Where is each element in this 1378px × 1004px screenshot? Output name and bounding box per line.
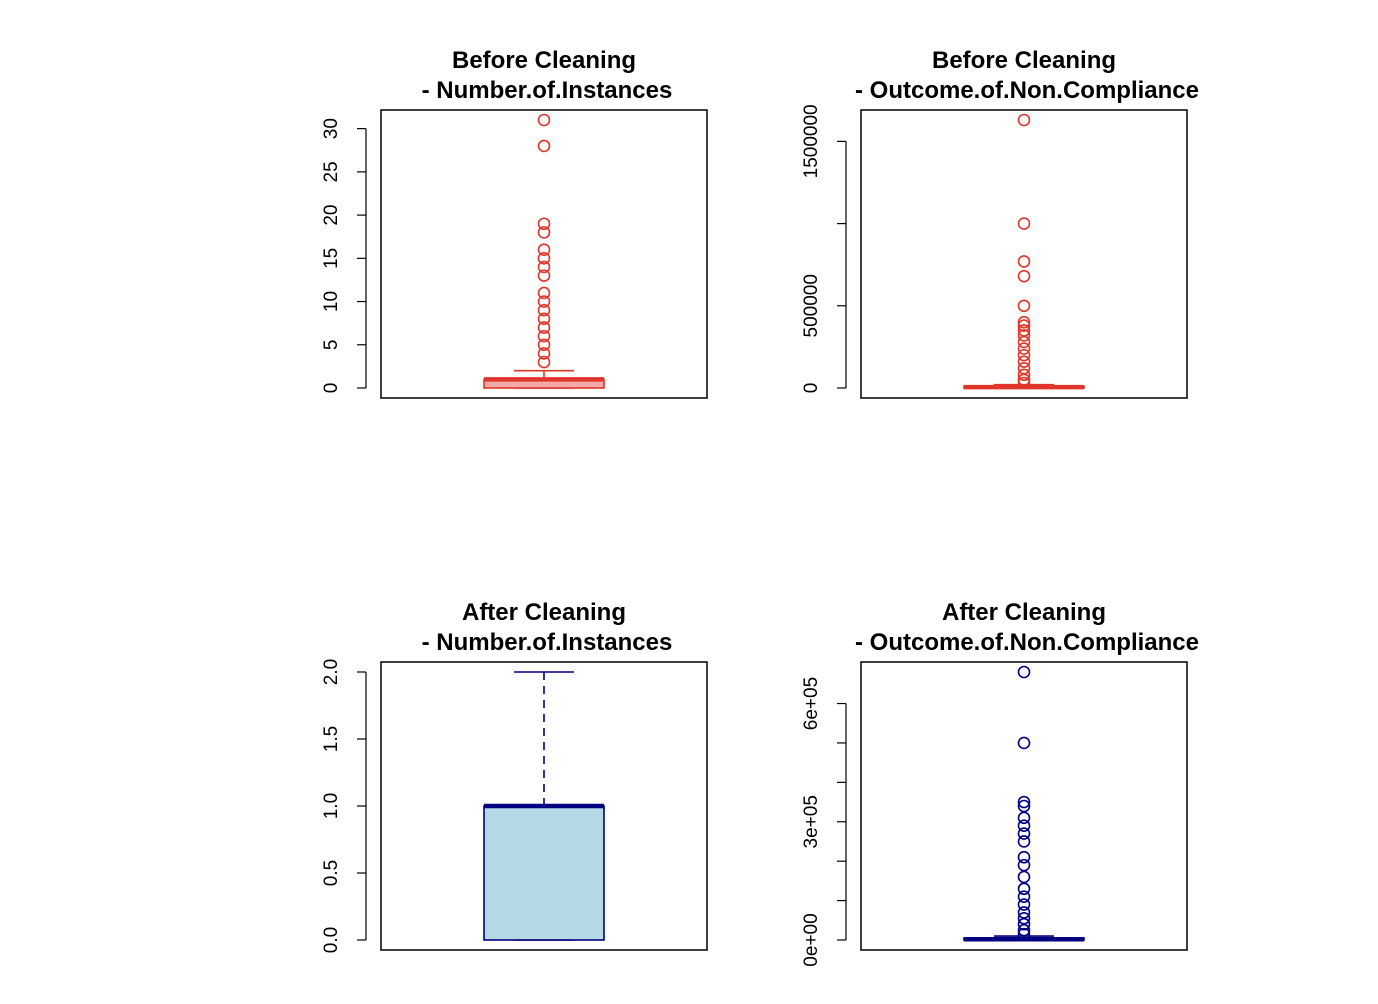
outlier-point [537, 226, 551, 239]
chart-title: After Cleaning [942, 599, 1106, 626]
outlier-point [1017, 819, 1031, 833]
y-tick-label: 5 [321, 339, 342, 350]
panel-after-instances: After Cleaning - Number.of.Instances 0.0… [321, 599, 708, 953]
outlier-point [537, 243, 551, 256]
boxplot [483, 671, 605, 941]
outlier-point [537, 139, 551, 153]
box [483, 805, 605, 941]
y-axis: 0e+00 3e+05 6e+05 [801, 677, 847, 967]
outlier-point [1017, 850, 1031, 864]
outlier-point [537, 113, 551, 127]
outlier-point [537, 252, 551, 265]
outlier-point [1017, 870, 1031, 884]
outlier-point [1017, 898, 1031, 911]
chart-title: Before Cleaning [932, 47, 1116, 74]
outlier-point [1017, 269, 1031, 283]
y-axis: 0 500000 1500000 [801, 104, 847, 394]
panel-after-outcome: After Cleaning - Outcome.of.Non.Complian… [801, 599, 1199, 967]
outlier-point [1017, 348, 1031, 362]
outlier-point [537, 321, 551, 334]
panel-before-outcome: Before Cleaning - Outcome.of.Non.Complia… [801, 47, 1199, 399]
outlier-point [1017, 906, 1031, 919]
plot-frame [380, 109, 708, 399]
outlier-point [1017, 319, 1031, 332]
y-tick-label: 500000 [801, 274, 822, 337]
outlier-point [1017, 927, 1031, 941]
y-tick-label: 3e+05 [801, 795, 822, 848]
outlier-point [1017, 923, 1031, 937]
y-tick-label: 1.0 [321, 793, 342, 819]
y-axis: 0.0 0.5 1.0 1.5 2.0 [321, 659, 367, 953]
outlier-point [1017, 912, 1031, 925]
y-tick-label: 0 [801, 383, 822, 394]
outlier-point [1017, 827, 1031, 840]
chart-subtitle: - Number.of.Instances [422, 629, 673, 656]
y-tick-label: 20 [321, 205, 342, 226]
y-tick-label: 2.0 [321, 659, 342, 685]
outlier-point [1017, 315, 1031, 329]
chart-subtitle: - Number.of.Instances [422, 77, 673, 104]
outlier-point [537, 260, 551, 274]
outlier-point [1017, 355, 1031, 368]
boxplot [483, 113, 605, 389]
outlier-point [1017, 113, 1031, 127]
outlier-point [537, 303, 551, 317]
y-tick-label: 0e+00 [801, 913, 822, 966]
outlier-point [537, 355, 551, 369]
outlier-point [1017, 882, 1031, 896]
outlier-point [1017, 665, 1031, 679]
outlier-point [1017, 799, 1031, 813]
y-tick-label: 30 [321, 118, 342, 139]
y-tick-label: 6e+05 [801, 677, 822, 730]
outlier-point [1017, 217, 1031, 230]
outlier-point [1017, 329, 1031, 342]
panel-before-instances: Before Cleaning - Number.of.Instances 0 5… [321, 47, 708, 399]
y-tick-label: 1500000 [801, 104, 822, 178]
outlier-point [537, 312, 551, 326]
outlier-point [537, 329, 551, 343]
outlier-point [537, 286, 551, 300]
outlier-point [1017, 736, 1031, 750]
plot-frame [860, 661, 1188, 951]
outlier-point [537, 347, 551, 360]
outlier-point [1017, 917, 1031, 931]
y-tick-label: 0 [321, 383, 342, 394]
y-tick-label: 1.5 [321, 726, 342, 752]
outlier-point [1017, 324, 1031, 337]
outlier-point [1017, 795, 1031, 809]
boxplot [963, 113, 1085, 390]
chart-title: After Cleaning [462, 599, 626, 626]
y-tick-label: 10 [321, 291, 342, 312]
chart-subtitle: - Outcome.of.Non.Compliance [855, 629, 1199, 656]
boxplot [963, 665, 1085, 942]
outlier-point [1017, 376, 1031, 390]
chart-title: Before Cleaning [452, 47, 636, 74]
outlier-point [1017, 890, 1031, 903]
outlier-point [1017, 811, 1031, 825]
plot-frame [860, 109, 1188, 399]
outlier-point [537, 295, 551, 308]
y-tick-label: 25 [321, 161, 342, 182]
plot-frame [380, 661, 708, 951]
outlier-point [1017, 835, 1031, 848]
outlier-point [1017, 858, 1031, 872]
outlier-point [1017, 368, 1031, 382]
y-tick-label: 15 [321, 248, 342, 269]
outlier-point [1017, 299, 1031, 313]
y-axis: 0 5 10 15 20 25 30 [321, 118, 367, 394]
outlier-point [537, 338, 551, 352]
outlier-point [537, 217, 551, 231]
y-tick-label: 0.0 [321, 927, 342, 953]
outlier-point [1017, 342, 1031, 355]
chart-subtitle: - Outcome.of.Non.Compliance [855, 77, 1199, 104]
outlier-point [1017, 255, 1031, 268]
y-tick-label: 0.5 [321, 860, 342, 886]
outlier-point [1017, 361, 1031, 375]
outlier-point [537, 269, 551, 282]
